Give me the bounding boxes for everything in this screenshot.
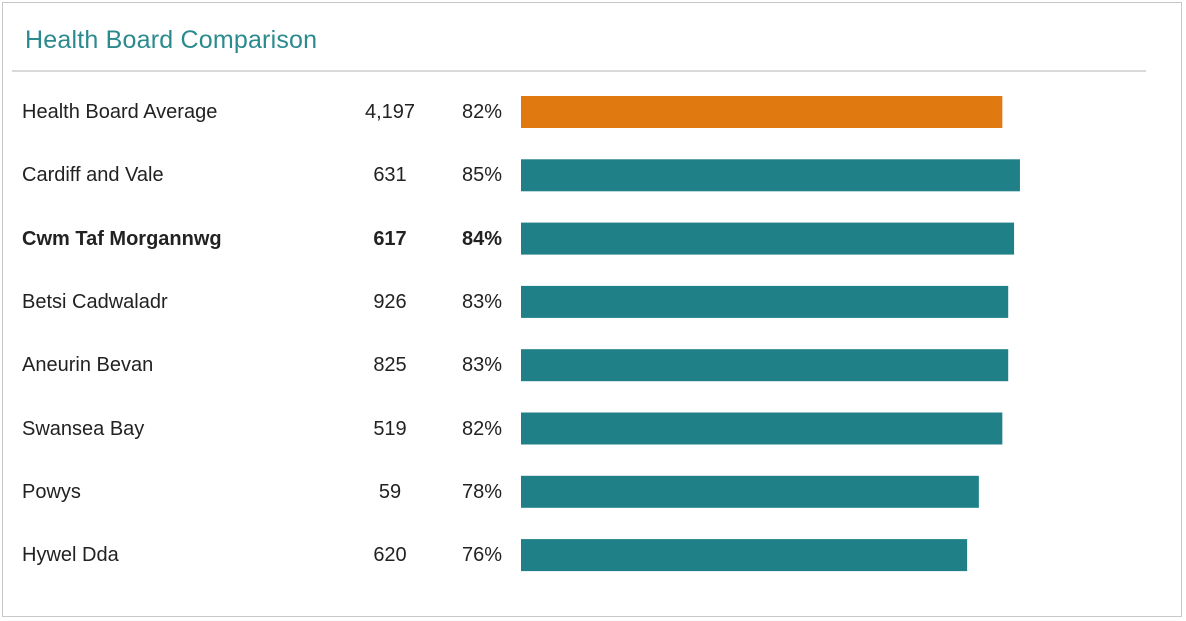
row-percent: 83%: [462, 290, 503, 313]
bar: [521, 222, 1015, 255]
row-percent: 82%: [462, 417, 503, 440]
bar: [521, 96, 1003, 128]
row-label: Cwm Taf Morgannwg: [22, 227, 222, 250]
row-percent: 84%: [462, 227, 503, 250]
bar: [521, 159, 1020, 192]
title-divider: [12, 70, 1146, 72]
row-count: 620: [373, 544, 407, 567]
row-count: 825: [373, 354, 407, 377]
row-percent: 82%: [462, 101, 503, 123]
row-label: Health Board Average: [22, 101, 218, 123]
bar: [521, 349, 1009, 382]
row-label: Powys: [22, 480, 81, 503]
bar: [521, 475, 979, 508]
row-count: 631: [373, 164, 407, 187]
row-label: Betsi Cadwaladr: [22, 290, 168, 313]
chart-title: Health Board Comparison: [25, 26, 318, 54]
row-label: Aneurin Bevan: [22, 354, 154, 377]
bar: [521, 285, 1009, 318]
row-label: Cardiff and Vale: [22, 164, 164, 187]
row-percent: 85%: [462, 164, 503, 187]
row-percent: 76%: [462, 544, 503, 567]
row-count: 4,197: [364, 101, 416, 123]
row-percent: 78%: [462, 480, 503, 503]
row-count: 519: [373, 417, 407, 440]
bar: [521, 539, 968, 572]
row-label: Swansea Bay: [22, 417, 145, 440]
row-count: 59: [378, 480, 402, 503]
row-count: 926: [373, 290, 407, 313]
row-count: 617: [373, 227, 407, 250]
row-percent: 83%: [462, 354, 503, 377]
bar: [521, 412, 1003, 445]
row-label: Hywel Dda: [22, 544, 119, 567]
